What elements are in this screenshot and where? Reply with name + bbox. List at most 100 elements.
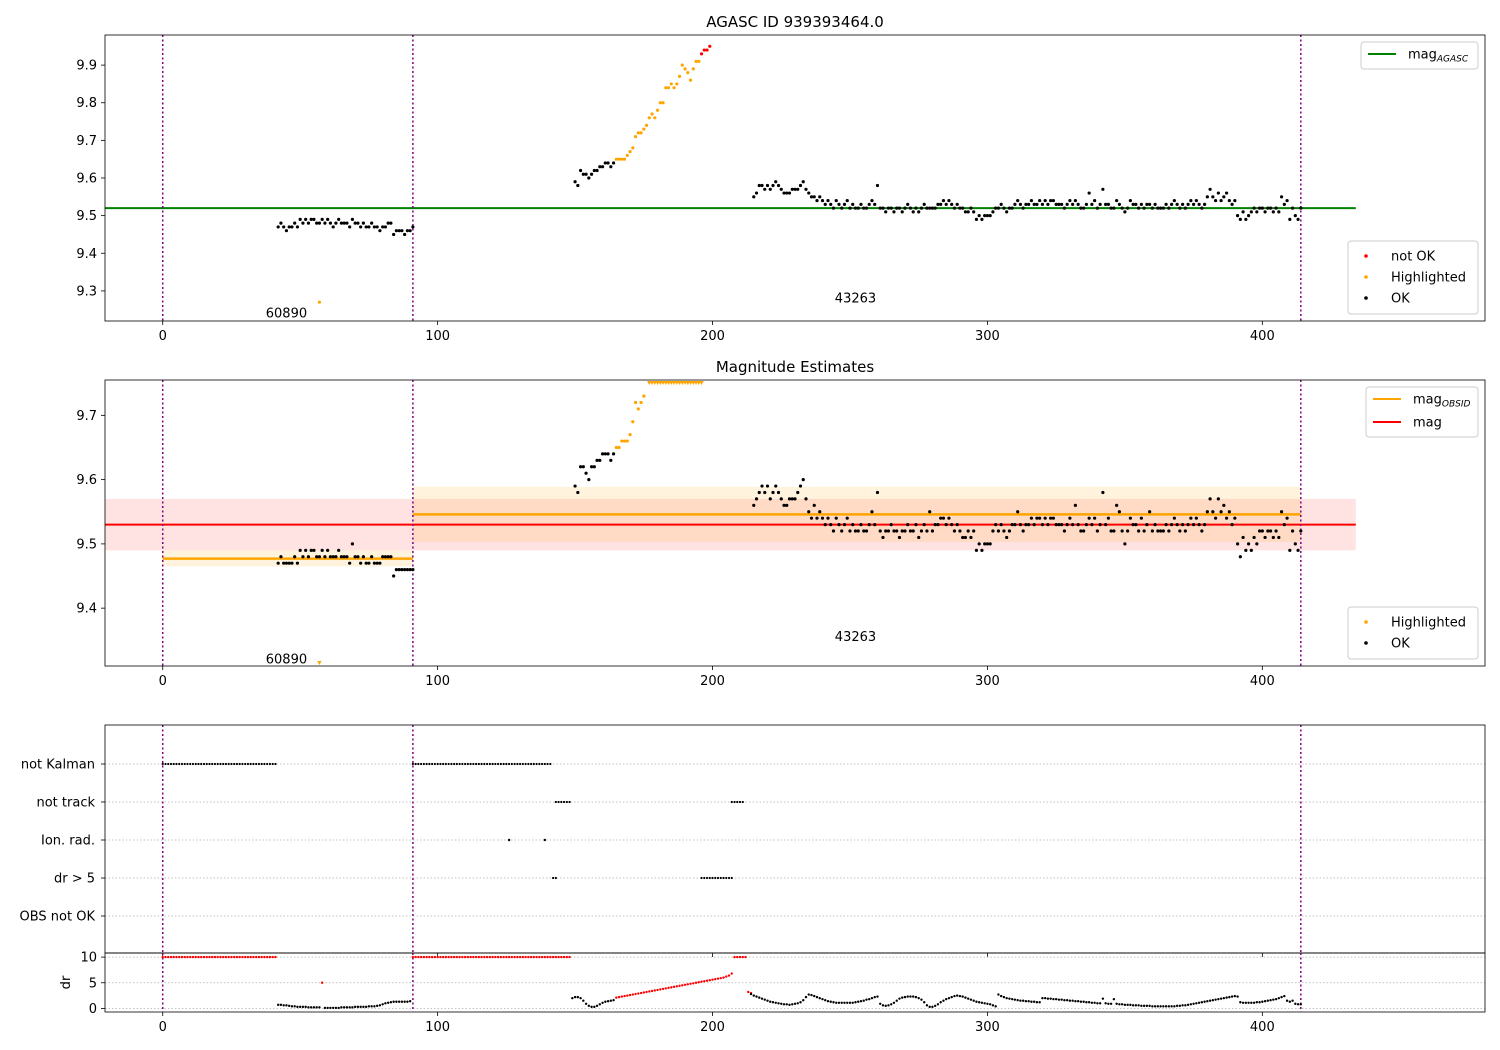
data-point-dr — [1079, 1000, 1083, 1003]
data-point-dr — [1129, 1003, 1132, 1007]
data-point-ok — [807, 510, 811, 514]
data-point-dr — [942, 999, 945, 1002]
data-point-dr-5 — [414, 955, 417, 959]
data-point-ok — [1172, 198, 1176, 203]
flag-point — [436, 762, 439, 766]
data-point-highlighted — [628, 433, 632, 437]
data-point-dr-5 — [265, 955, 269, 959]
data-point-ok — [1233, 198, 1237, 203]
flag-point — [507, 838, 511, 842]
data-point-ok — [1235, 542, 1240, 546]
data-point-dr-5 — [653, 989, 657, 992]
data-point-dr — [793, 1002, 797, 1005]
data-point-ok — [1235, 214, 1240, 218]
data-point-highlighted — [686, 71, 690, 75]
data-point-ok — [584, 172, 588, 176]
data-point-ok — [1002, 529, 1006, 533]
data-point-ok — [878, 529, 882, 533]
data-point-dr — [1285, 999, 1289, 1002]
data-point-ok — [1120, 206, 1124, 210]
data-point-ok — [295, 225, 300, 229]
flag-point — [510, 762, 513, 766]
data-point-dr — [994, 1005, 997, 1008]
data-point-ok — [1128, 516, 1132, 520]
data-point-dr — [1189, 1003, 1193, 1006]
data-point-dr-5 — [246, 955, 250, 959]
data-point-ok — [1082, 206, 1086, 210]
data-point-dr-5 — [524, 955, 527, 959]
legend-label: OK — [1391, 292, 1410, 307]
data-point-ok — [1175, 202, 1179, 206]
data-point-ok — [886, 529, 891, 533]
data-point-ok — [1150, 529, 1154, 533]
data-point-ok — [282, 225, 286, 229]
flag-point — [708, 876, 711, 880]
y-tick-label: 9.4 — [76, 602, 97, 617]
data-point-dr — [881, 1004, 885, 1007]
flag-row-label: not track — [36, 796, 95, 811]
data-point-ok — [779, 187, 783, 191]
legend-label: mag — [1413, 416, 1442, 431]
data-point-highlighted — [658, 101, 662, 105]
data-point-dr — [1093, 1001, 1096, 1004]
data-point-dr — [785, 1003, 788, 1006]
data-point-dr — [854, 1001, 857, 1004]
data-point-ok — [1084, 523, 1088, 527]
data-point-highlighted — [636, 131, 640, 135]
data-point-ok — [284, 229, 289, 233]
flag-point — [725, 876, 728, 880]
data-point-ok — [350, 217, 355, 221]
data-point-dr — [1085, 1001, 1088, 1004]
data-point-dr — [307, 1006, 310, 1009]
data-point-ok — [952, 206, 957, 210]
data-point-ok — [589, 172, 594, 176]
flag-point — [532, 762, 535, 766]
data-point-ok — [364, 225, 368, 229]
data-point-ok — [386, 555, 390, 559]
data-point-ok — [787, 191, 792, 195]
data-point-ok — [812, 195, 816, 199]
flag-point — [480, 762, 483, 766]
data-point-ok — [581, 465, 585, 469]
data-point-dr — [1272, 998, 1275, 1001]
data-point-ok — [1246, 542, 1251, 546]
data-point-ok — [1060, 202, 1064, 206]
data-point-dr-5 — [683, 983, 687, 987]
data-point-ok — [1117, 202, 1121, 206]
flag-point — [562, 800, 566, 804]
data-point-dr-5 — [494, 955, 497, 959]
data-point-dr — [1054, 997, 1058, 1001]
flag-point — [266, 762, 269, 766]
data-point-ok — [1090, 523, 1094, 527]
data-point-highlighted — [639, 400, 643, 405]
data-point-dr — [997, 993, 1000, 996]
data-point-ok — [837, 202, 841, 206]
data-point-dr — [890, 1003, 893, 1006]
data-point-dr — [975, 1000, 978, 1003]
data-point-dr — [944, 997, 948, 1001]
data-point-ok — [859, 202, 863, 206]
data-point-dr — [356, 1005, 360, 1009]
flag-point — [711, 876, 714, 880]
flag-point — [180, 762, 184, 766]
data-point-not-ok — [705, 48, 709, 52]
data-point-ok — [383, 555, 387, 559]
data-point-ok — [370, 555, 374, 559]
data-point-dr — [1291, 999, 1294, 1002]
data-point-ok — [337, 548, 341, 552]
data-point-dr — [1120, 1003, 1124, 1006]
flag-point — [453, 762, 456, 766]
flag-point — [428, 762, 431, 766]
data-point-ok — [326, 548, 330, 552]
data-point-dr — [1222, 996, 1226, 1000]
data-point-ok — [1249, 548, 1253, 552]
data-point-ok — [884, 210, 888, 214]
data-point-dr-5 — [686, 983, 689, 986]
data-point-ok — [1153, 202, 1157, 206]
data-point-ok — [600, 452, 605, 456]
data-point-dr-5 — [642, 991, 646, 994]
data-point-ok — [1164, 523, 1168, 527]
flag-point — [189, 762, 192, 766]
data-point-ok — [985, 542, 990, 546]
data-point-ok — [1032, 202, 1036, 206]
